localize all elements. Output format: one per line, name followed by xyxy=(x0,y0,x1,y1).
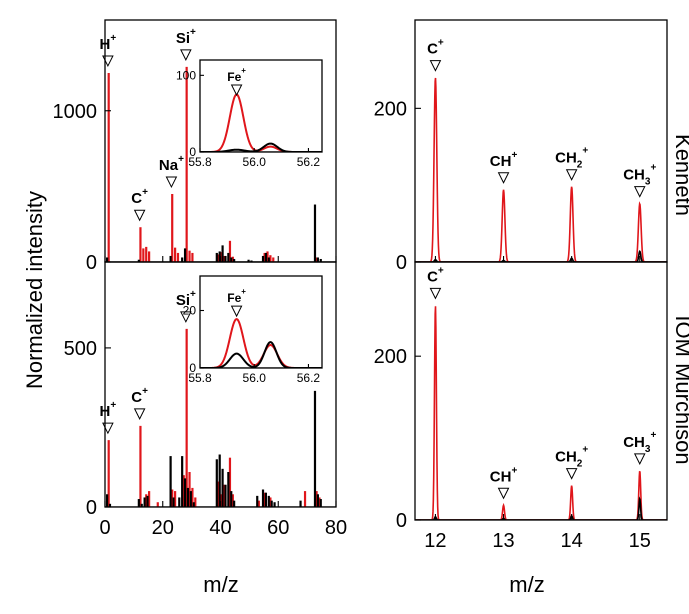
x-tick-label: 14 xyxy=(561,530,583,552)
ion-label: CH2+ xyxy=(555,146,588,171)
x-tick-label: 60 xyxy=(267,517,289,539)
y-tick-label: 0 xyxy=(396,510,407,532)
panel-kenneth-low: 0 200 C+ CH+ CH2+ CH3+ xyxy=(374,19,668,274)
ion-label: C+ xyxy=(427,265,444,285)
x-tick-label: 56.2 xyxy=(297,155,321,169)
x-tick-label: 15 xyxy=(629,530,651,552)
ion-label: Fe+ xyxy=(227,66,246,84)
peak-marker xyxy=(102,422,114,435)
panel-murchison-inset: 0 20 55.8 56.0 56.2 Fe+ xyxy=(183,275,323,385)
y-tick-label: 1000 xyxy=(53,101,98,123)
peak-marker xyxy=(565,169,578,181)
y-tick-label: 0 xyxy=(86,497,97,519)
ion-label: CH+ xyxy=(490,150,518,170)
ion-label: Fe+ xyxy=(227,287,246,305)
peak-marker xyxy=(497,172,510,184)
peak-marker xyxy=(633,186,646,198)
series-line-black xyxy=(415,250,667,262)
data-layer xyxy=(200,318,322,368)
y-tick-label: 0 xyxy=(189,145,196,159)
row-label-kenneth: Kenneth xyxy=(671,134,689,216)
y-tick-label: 0 xyxy=(396,252,407,274)
y-tick-label: 200 xyxy=(374,98,407,120)
peak-marker xyxy=(133,408,146,420)
x-tick-label: 12 xyxy=(424,530,446,552)
peak-marker xyxy=(230,305,243,318)
ion-label: CH3+ xyxy=(623,430,656,455)
ion-label: H+ xyxy=(100,33,117,53)
y-tick-label: 0 xyxy=(189,361,196,375)
inset-background xyxy=(200,60,322,152)
peak-marker xyxy=(180,311,192,323)
x-tick-label: 20 xyxy=(152,517,174,539)
peak-marker xyxy=(633,453,646,465)
peak-marker xyxy=(180,49,192,62)
x-tick-label: 55.8 xyxy=(188,155,212,169)
peak-marker xyxy=(429,287,442,300)
series-line-black xyxy=(415,496,667,520)
peak-marker xyxy=(102,55,114,68)
y-tick-label: 100 xyxy=(176,68,196,82)
inset-background xyxy=(200,276,322,368)
x-tick-label: 55.8 xyxy=(188,371,212,385)
x-tick-label: 40 xyxy=(209,517,231,539)
y-tick-label: 0 xyxy=(86,252,97,274)
series-line-red xyxy=(415,306,667,520)
series-line-black xyxy=(200,341,322,368)
data-layer xyxy=(415,305,667,520)
peak-marker xyxy=(230,84,243,97)
ion-label: C+ xyxy=(427,38,444,58)
peak-marker xyxy=(497,487,510,500)
y-axis-label: Normalized intensity xyxy=(22,191,47,389)
x-axis-label-right: m/z xyxy=(509,572,544,597)
ion-label: H+ xyxy=(100,400,117,420)
ion-label: Na+ xyxy=(159,154,184,174)
ion-label: CH3+ xyxy=(623,163,656,188)
y-tick-label: 500 xyxy=(64,338,97,360)
data-layer xyxy=(105,328,336,507)
panel-kenneth-inset: 0 100 55.8 56.0 56.2 Fe+ xyxy=(176,59,323,169)
data-layer xyxy=(105,66,336,262)
ion-label: CH+ xyxy=(490,465,518,485)
peak-marker xyxy=(133,209,146,222)
x-axis-label-left: m/z xyxy=(203,572,238,597)
peak-marker xyxy=(565,468,578,480)
y-tick-label: 200 xyxy=(374,346,407,368)
ion-label: Si+ xyxy=(176,289,196,309)
x-tick-label: 80 xyxy=(325,517,347,539)
x-tick-label: 0 xyxy=(99,517,110,539)
axes-frame xyxy=(414,261,668,521)
ion-label: CH2+ xyxy=(555,445,588,470)
x-tick-label: 56.0 xyxy=(243,155,267,169)
peak-marker xyxy=(165,176,178,189)
axes-frame xyxy=(199,59,323,153)
axes-frame xyxy=(199,275,323,369)
axes-frame xyxy=(414,19,668,263)
ion-label: C+ xyxy=(131,386,148,406)
ion-label: C+ xyxy=(131,187,148,207)
x-tick-label: 56.0 xyxy=(243,371,267,385)
x-tick-label: 56.2 xyxy=(297,371,321,385)
ion-label: Si+ xyxy=(176,27,196,47)
y-tick-label: 20 xyxy=(183,304,197,318)
peak-marker xyxy=(429,60,442,72)
x-tick-label: 13 xyxy=(492,530,514,552)
plot-panels: 0 1000 H+ C+ Na+ Si+ 0 100 55.8 56.0 56.2 Fe+ 0 500 0 2… xyxy=(53,19,668,552)
panel-murchison-low: 0 200 12 13 14 15 C+ CH+ CH2+ CH3+ xyxy=(374,261,668,552)
row-label-murchison: IOM Murchison xyxy=(671,315,689,464)
panel-murchison-full: 0 500 0 20 40 60 80 H+ C+ Si+ xyxy=(64,261,347,539)
